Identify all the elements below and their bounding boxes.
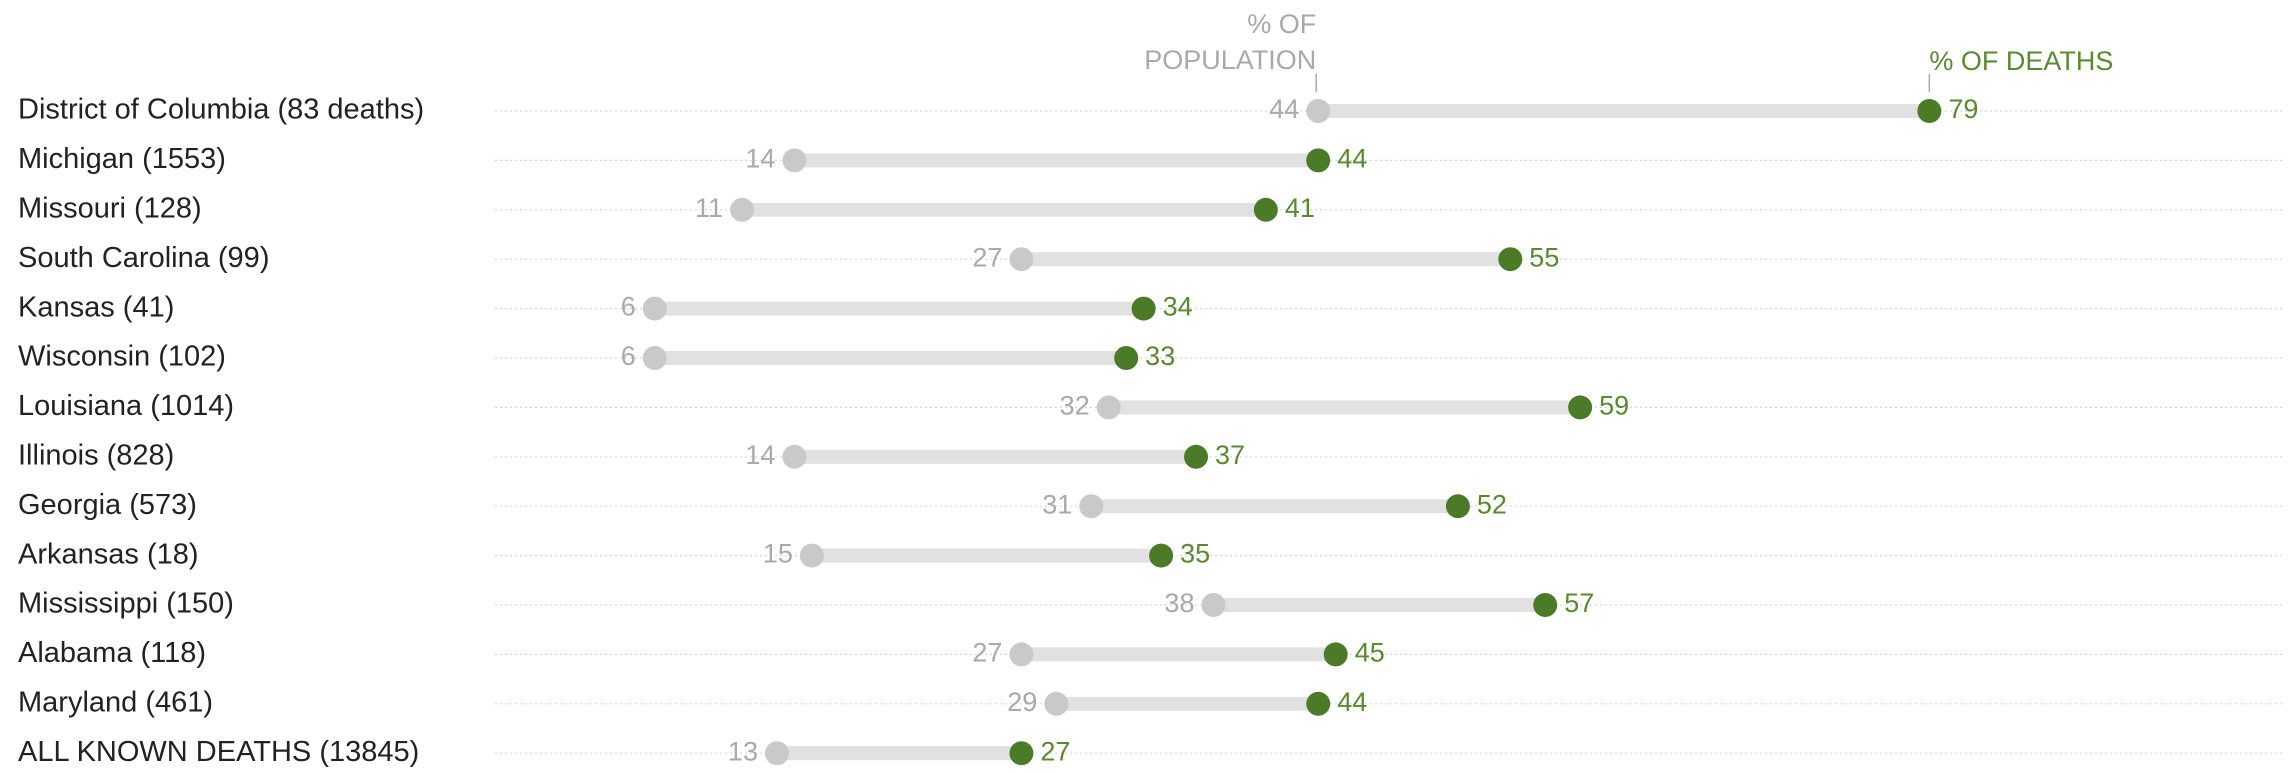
population-label: 27 xyxy=(972,638,1002,668)
deaths-label: 57 xyxy=(1564,588,1594,618)
population-dot xyxy=(1201,593,1226,617)
deaths-dot xyxy=(1533,593,1558,617)
deaths-dot xyxy=(1917,99,1942,123)
deaths-label: 44 xyxy=(1337,687,1367,717)
range-bar xyxy=(1091,499,1458,514)
deaths-dot xyxy=(1323,642,1348,667)
population-dot xyxy=(782,444,807,469)
range-bar xyxy=(1108,400,1581,415)
deaths-dot xyxy=(1306,691,1331,716)
population-label: 6 xyxy=(621,341,636,371)
population-dot xyxy=(799,543,824,568)
population-dot xyxy=(1044,691,1069,716)
category-label: Alabama (118) xyxy=(18,637,206,669)
population-label: 14 xyxy=(745,144,775,174)
population-label: 38 xyxy=(1164,588,1194,618)
deaths-header: % OF DEATHS xyxy=(1929,46,2114,76)
deaths-dot xyxy=(1149,543,1174,568)
range-bar xyxy=(742,202,1266,217)
population-dot xyxy=(1009,642,1034,667)
deaths-dot xyxy=(1131,296,1156,321)
range-bar xyxy=(1213,598,1546,612)
deaths-dot xyxy=(1445,494,1470,519)
deaths-label: 41 xyxy=(1285,193,1315,223)
deaths-label: 35 xyxy=(1180,539,1210,569)
category-label: Arkansas (18) xyxy=(18,538,199,570)
category-label: ALL KNOWN DEATHS (13845) xyxy=(18,736,419,768)
population-dot xyxy=(1079,494,1104,519)
population-label: 29 xyxy=(1007,687,1037,717)
deaths-dot xyxy=(1253,197,1278,222)
population-dot xyxy=(642,296,667,321)
range-bar xyxy=(1021,252,1511,267)
range-bar xyxy=(654,351,1127,365)
deaths-label: 34 xyxy=(1163,292,1193,322)
category-label: South Carolina (99) xyxy=(18,242,269,274)
range-bar xyxy=(776,746,1022,761)
population-dot xyxy=(1009,247,1034,272)
category-label: Illinois (828) xyxy=(18,439,174,471)
deaths-dot xyxy=(1498,247,1523,272)
population-header: % OF POPULATION xyxy=(1144,9,1317,75)
deaths-label: 37 xyxy=(1215,440,1245,470)
deaths-label: 55 xyxy=(1529,242,1559,272)
deaths-label: 52 xyxy=(1477,489,1507,519)
range-bar xyxy=(1021,647,1336,662)
category-label: Louisiana (1014) xyxy=(18,390,234,422)
deaths-dot xyxy=(1184,444,1209,469)
deaths-dot xyxy=(1568,395,1593,420)
deaths-dot xyxy=(1306,148,1331,173)
population-dot xyxy=(764,741,789,766)
population-dot xyxy=(1096,395,1121,420)
category-label: Mississippi (150) xyxy=(18,588,234,620)
population-label: 6 xyxy=(621,292,636,322)
population-label: 14 xyxy=(745,440,775,470)
category-label: District of Columbia (83 deaths) xyxy=(18,94,424,126)
deaths-dot xyxy=(1009,741,1034,766)
deaths-label: 59 xyxy=(1599,391,1629,421)
category-label: Missouri (128) xyxy=(18,192,202,224)
population-label: 44 xyxy=(1269,94,1299,124)
population-dot xyxy=(782,148,807,173)
range-bar xyxy=(794,153,1319,168)
category-label: Michigan (1553) xyxy=(18,143,226,175)
population-dot xyxy=(1306,99,1331,123)
deaths-dot xyxy=(1114,346,1139,370)
population-dot xyxy=(642,346,667,370)
population-label: 15 xyxy=(763,539,793,569)
deaths-label: 33 xyxy=(1145,341,1175,371)
population-label: 13 xyxy=(728,736,758,766)
category-label: Wisconsin (102) xyxy=(18,341,226,373)
range-bar xyxy=(654,301,1144,316)
population-dot xyxy=(730,197,755,222)
deaths-label: 27 xyxy=(1040,736,1070,766)
range-bar xyxy=(811,548,1162,563)
population-label: 27 xyxy=(972,242,1002,272)
category-label: Georgia (573) xyxy=(18,489,197,521)
range-bar xyxy=(794,449,1197,464)
population-label: 31 xyxy=(1042,489,1072,519)
range-bar xyxy=(1318,104,1930,118)
deaths-label: 79 xyxy=(1948,94,1978,124)
category-label: Kansas (41) xyxy=(18,291,174,323)
deaths-label: 44 xyxy=(1337,144,1367,174)
category-label: Maryland (461) xyxy=(18,686,213,718)
range-bar xyxy=(1056,696,1319,711)
population-label: 11 xyxy=(695,193,723,223)
deaths-label: 45 xyxy=(1355,638,1385,668)
population-label: 32 xyxy=(1060,391,1090,421)
